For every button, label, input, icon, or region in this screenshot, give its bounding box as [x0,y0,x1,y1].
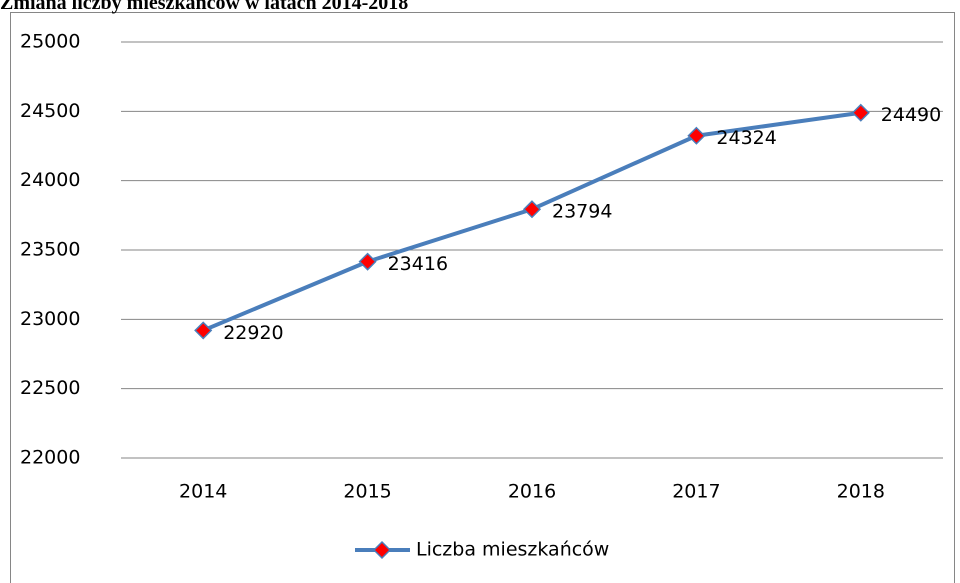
data-label: 22920 [223,322,283,344]
data-label: 24324 [716,127,776,149]
y-tick-label: 23500 [20,239,80,261]
y-tick-label: 24500 [20,100,80,122]
y-tick-label: 22000 [20,447,80,469]
y-tick-label: 23000 [20,308,80,330]
y-tick-label: 25000 [20,31,80,53]
chart-frame [10,12,955,583]
legend-label: Liczba mieszkańców [416,539,609,561]
data-marker [851,103,870,122]
data-label: 23794 [552,201,612,223]
data-marker [358,252,377,271]
x-tick-label: 2017 [672,481,720,503]
legend-marker [372,540,392,560]
chart-title: Zmiana liczby mieszkańców w latach 2014-… [0,0,408,14]
y-tick-label: 24000 [20,169,80,191]
x-tick-label: 2014 [179,481,227,503]
data-marker [687,126,706,145]
data-label: 23416 [388,253,448,275]
data-marker [522,200,542,219]
x-tick-label: 2018 [837,481,885,503]
data-label: 24490 [881,104,941,126]
x-tick-label: 2015 [343,481,391,503]
data-marker [194,321,213,340]
x-tick-label: 2016 [508,481,556,503]
y-tick-label: 22500 [20,377,80,399]
